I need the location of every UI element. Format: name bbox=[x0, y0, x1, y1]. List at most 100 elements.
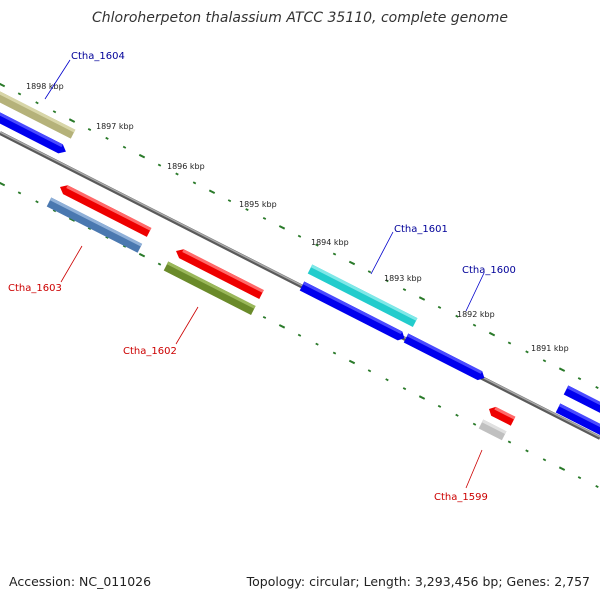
minor-tick bbox=[437, 404, 442, 408]
gene-label-ctha-1601[interactable]: Ctha_1601 bbox=[394, 224, 448, 235]
minor-tick bbox=[17, 92, 22, 96]
leader-ctha-1602 bbox=[175, 306, 199, 345]
gene-label-ctha-1604[interactable]: Ctha_1604 bbox=[71, 51, 125, 62]
minor-tick bbox=[402, 387, 407, 391]
kbp-label-1893: 1893 kbp bbox=[384, 274, 422, 283]
minor-tick bbox=[297, 234, 302, 238]
major-tick bbox=[348, 359, 356, 365]
accession-text: Accession: NC_011026 bbox=[9, 574, 152, 589]
minor-tick bbox=[87, 227, 92, 230]
feature-blue-edge-lower[interactable] bbox=[555, 403, 600, 440]
minor-tick bbox=[297, 333, 302, 337]
feature-blue-ctha-1600[interactable] bbox=[403, 333, 487, 383]
major-tick bbox=[68, 217, 76, 222]
gene-label-ctha-1603[interactable]: Ctha_1603 bbox=[8, 283, 62, 294]
feature-steel-ctha-1603[interactable] bbox=[46, 197, 143, 253]
major-tick bbox=[0, 82, 6, 88]
minor-tick bbox=[472, 323, 477, 327]
minor-tick bbox=[577, 377, 582, 381]
minor-tick bbox=[105, 136, 109, 140]
minor-tick bbox=[122, 145, 127, 149]
major-tick bbox=[418, 296, 426, 301]
feature-green-ctha-1602[interactable] bbox=[163, 261, 256, 315]
minor-tick bbox=[595, 485, 599, 488]
minor-tick bbox=[332, 252, 337, 256]
feature-red-ctha-1603[interactable] bbox=[58, 183, 152, 237]
feature-blue-edge-upper[interactable] bbox=[563, 385, 600, 422]
leader-ctha-1603 bbox=[60, 245, 83, 283]
minor-tick bbox=[52, 209, 57, 213]
kbp-label-1894: 1894 kbp bbox=[311, 238, 349, 247]
minor-tick bbox=[315, 342, 319, 346]
minor-tick bbox=[262, 315, 267, 319]
major-tick bbox=[138, 153, 146, 159]
minor-tick bbox=[332, 351, 337, 355]
kbp-label-1892: 1892 kbp bbox=[457, 310, 495, 319]
kbp-label-1895: 1895 kbp bbox=[239, 200, 277, 209]
minor-tick bbox=[227, 199, 232, 203]
minor-tick bbox=[542, 458, 547, 462]
minor-tick bbox=[455, 314, 459, 318]
major-tick bbox=[278, 225, 286, 230]
minor-tick bbox=[87, 128, 92, 131]
major-tick bbox=[418, 395, 426, 400]
gene-label-ctha-1602[interactable]: Ctha_1602 bbox=[123, 346, 177, 357]
minor-tick bbox=[175, 172, 179, 176]
feature-gray-ctha-1599[interactable] bbox=[478, 419, 507, 441]
kbp-label-1897: 1897 kbp bbox=[96, 122, 134, 131]
minor-tick bbox=[402, 288, 407, 292]
leader-ctha-1599 bbox=[465, 449, 483, 489]
minor-tick bbox=[192, 181, 197, 185]
minor-tick bbox=[315, 243, 319, 247]
minor-tick bbox=[437, 305, 442, 309]
major-tick bbox=[488, 331, 496, 337]
minor-tick bbox=[385, 279, 389, 283]
minor-tick bbox=[105, 235, 109, 239]
major-tick bbox=[558, 367, 566, 372]
minor-tick bbox=[525, 350, 529, 354]
feature-blue-ctha-1604[interactable] bbox=[0, 109, 68, 156]
minor-tick bbox=[577, 476, 582, 480]
genome-summary: Topology: circular; Length: 3,293,456 bp… bbox=[246, 574, 590, 589]
major-tick bbox=[278, 324, 286, 329]
genome-backbone-highlight bbox=[0, 131, 600, 438]
leader-ctha-1601 bbox=[370, 231, 394, 275]
minor-tick bbox=[367, 369, 372, 373]
map-title: Chloroherpeton thalassium ATCC 35110, co… bbox=[92, 10, 508, 26]
gene-label-ctha-1600[interactable]: Ctha_1600 bbox=[462, 265, 516, 276]
major-tick bbox=[0, 181, 6, 187]
genome-backbone bbox=[0, 131, 600, 440]
feature-cyan-ctha-1601[interactable] bbox=[307, 264, 418, 328]
minor-tick bbox=[17, 191, 22, 195]
minor-tick bbox=[507, 440, 512, 444]
minor-tick bbox=[385, 378, 389, 382]
major-tick bbox=[208, 189, 216, 194]
feature-olive-plus[interactable] bbox=[0, 88, 76, 139]
feature-red-ctha-1599[interactable] bbox=[487, 405, 516, 426]
gene-label-ctha-1599[interactable]: Ctha_1599 bbox=[434, 492, 488, 503]
minor-tick bbox=[367, 270, 372, 274]
feature-red-ctha-1602[interactable] bbox=[174, 247, 264, 300]
major-tick bbox=[558, 466, 566, 471]
kbp-label-1898: 1898 kbp bbox=[26, 82, 64, 91]
inner-tick-ring bbox=[0, 181, 599, 488]
minor-tick bbox=[595, 386, 599, 389]
kbp-label-1896: 1896 kbp bbox=[167, 162, 205, 171]
minor-tick bbox=[35, 101, 39, 105]
feature-blue-1601-lower[interactable] bbox=[299, 281, 407, 343]
minor-tick bbox=[35, 200, 39, 204]
minor-tick bbox=[52, 110, 57, 114]
leader-ctha-1600 bbox=[465, 272, 485, 312]
minor-tick bbox=[262, 216, 267, 220]
minor-tick bbox=[157, 262, 162, 266]
minor-tick bbox=[245, 208, 249, 212]
major-tick bbox=[138, 252, 146, 258]
major-tick bbox=[348, 260, 356, 266]
minor-tick bbox=[122, 244, 127, 248]
minor-tick bbox=[455, 413, 459, 417]
minor-tick bbox=[157, 163, 162, 167]
major-tick bbox=[68, 118, 76, 123]
minor-tick bbox=[472, 422, 477, 426]
outer-tick-ring bbox=[0, 82, 599, 389]
